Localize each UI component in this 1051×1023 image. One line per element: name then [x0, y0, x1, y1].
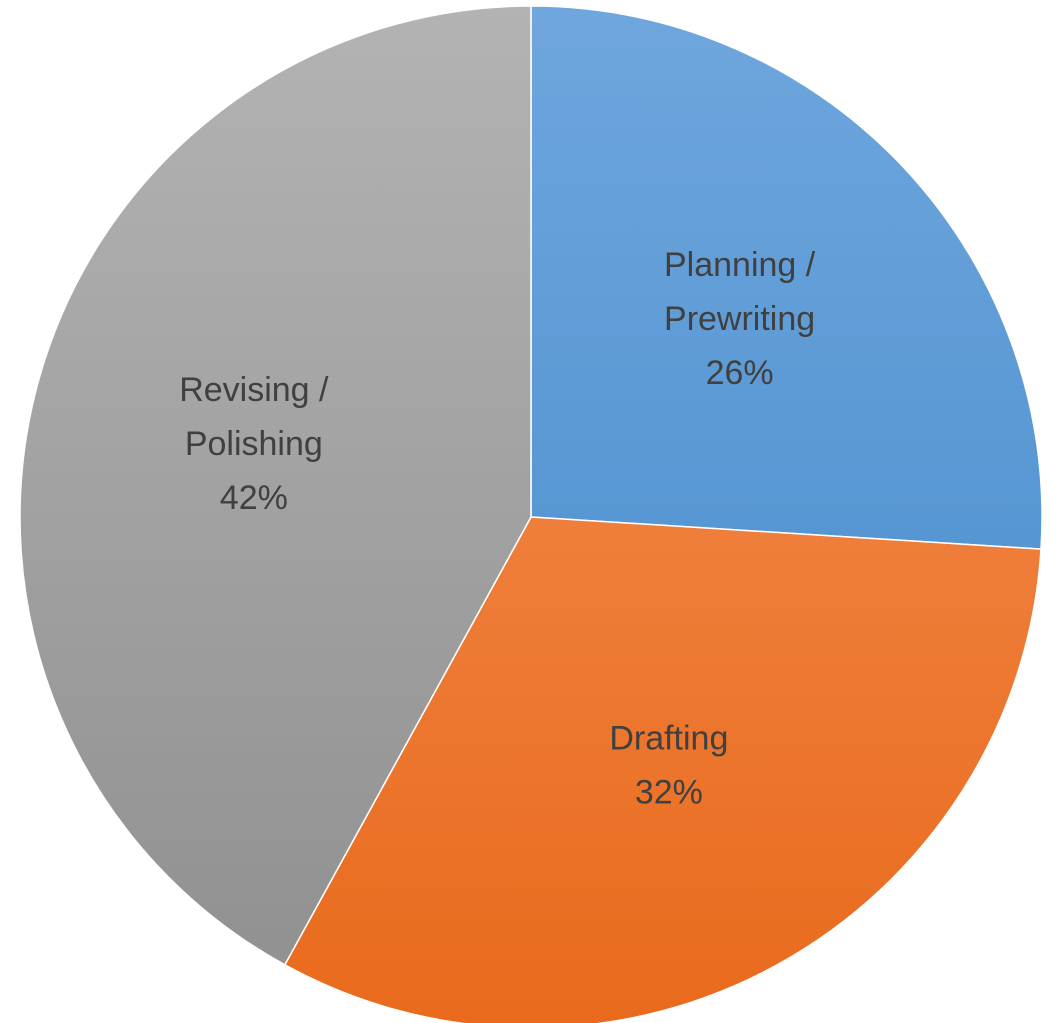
pie-slice-1: [530, 5, 1043, 550]
slices-layer: [19, 5, 1043, 1023]
labels-layer: Planning / Prewriting 26% Drafting 32% Revisi…: [179, 246, 816, 812]
slice-label-1: Planning / Prewriting 26%: [664, 246, 816, 392]
slice-label-3: Revising / Polishing 42%: [179, 371, 329, 517]
slice-label-2: Drafting 32%: [609, 720, 728, 812]
pie-slice-3: [19, 5, 532, 966]
slice-category-label: Planning /: [664, 246, 816, 284]
slice-category-label: Prewriting: [664, 300, 815, 338]
slice-category-label: Drafting: [609, 720, 728, 758]
slice-percent-label: 26%: [706, 354, 774, 392]
pie-slice-2: [283, 516, 1042, 1023]
slice-category-label: Polishing: [185, 425, 323, 463]
slice-percent-label: 32%: [635, 774, 703, 812]
slice-percent-label: 42%: [220, 479, 288, 517]
slice-category-label: Revising /: [179, 371, 329, 409]
